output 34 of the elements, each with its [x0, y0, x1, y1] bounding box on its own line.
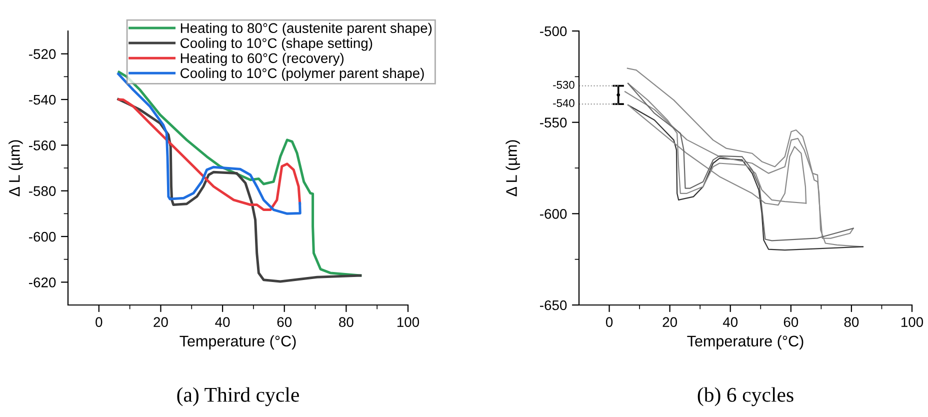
y-tick-label: -500	[540, 26, 567, 36]
ref-line-label: -540	[553, 99, 574, 108]
x-tick-label: 100	[397, 317, 420, 328]
x-axis-title: Temperature (°C)	[180, 335, 296, 350]
y-tick-label: -650	[540, 300, 567, 310]
x-tick-label: 100	[901, 317, 924, 328]
legend-label: Heating to 80°C (austenite parent shape)	[180, 22, 432, 36]
legend-label: Cooling to 10°C (shape setting)	[180, 38, 372, 51]
y-tick-label: -600	[29, 232, 56, 242]
legend-label: Cooling to 10°C (polymer parent shape)	[180, 68, 424, 81]
y-tick-label: -620	[29, 278, 56, 288]
text: (a) Third cycle	[177, 387, 299, 406]
x-tick-label: 80	[844, 317, 859, 328]
x-tick-label: 20	[662, 317, 677, 328]
x-tick-label: 0	[96, 317, 102, 328]
x-tick-label: 0	[606, 317, 613, 328]
ref-line-label: -530	[553, 80, 574, 89]
legend-label: Heating to 60°C (recovery)	[180, 52, 344, 66]
y-tick-label: -520	[29, 49, 56, 60]
y-axis-title: Δ L (µm)	[506, 140, 520, 196]
text: (b) 6 cycles	[698, 387, 794, 406]
x-axis-title: Temperature (°C)	[687, 335, 804, 350]
y-tick-label: -540	[29, 94, 56, 105]
x-tick-label: 60	[784, 317, 798, 328]
x-tick-label: 60	[277, 317, 292, 328]
x-tick-label: 80	[339, 317, 354, 328]
x-tick-label: 40	[215, 317, 230, 328]
y-tick-label: -560	[29, 140, 56, 150]
x-tick-label: 20	[154, 317, 168, 328]
y-tick-label: -580	[29, 186, 56, 196]
y-axis-title: Δ L (µm)	[8, 140, 23, 196]
y-tick-label: -600	[540, 209, 567, 219]
x-tick-label: 40	[722, 317, 738, 328]
y-tick-label: -550	[540, 118, 567, 128]
